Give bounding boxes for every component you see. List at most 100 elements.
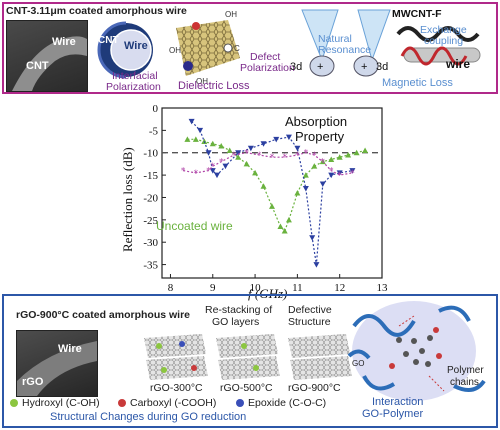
diagram-cnt-label: CNT (98, 35, 119, 46)
rgo-300-label: rGO-300°C (150, 382, 203, 394)
cnt-sem-image (6, 20, 88, 92)
defect-label: Defect (250, 51, 281, 63)
cnt-caption: CNT-3.11μm coated amorphous wire (6, 5, 187, 17)
oh-label-a: OH (225, 10, 237, 19)
data-point: * (211, 162, 216, 172)
chains-label: chains (450, 377, 479, 388)
sem-cnt-label: CNT (26, 60, 49, 72)
defective-label: Defective (288, 304, 332, 316)
y-tick-label: -30 (143, 237, 158, 249)
structural-changes-label: Structural Changes during GO reduction (50, 411, 247, 423)
sem-wire-shape (12, 36, 87, 91)
data-point: * (194, 169, 199, 179)
x-tick-label: 12 (334, 282, 345, 294)
y-tick-label: -10 (143, 148, 158, 160)
rgo-caption: rGO-900°C coated amorphous wire (16, 309, 190, 321)
data-point (252, 169, 259, 176)
data-point (209, 168, 216, 174)
wire-label: wire (446, 57, 471, 71)
data-point (209, 140, 216, 147)
stack-900 (288, 334, 352, 380)
exchange-label: Exchange (420, 24, 467, 36)
c-atom-label: C (234, 44, 240, 53)
x-tick-label: 8 (168, 282, 174, 294)
mwcnt-label: MWCNT-F (392, 8, 442, 20)
rgo-900-label: rGO-900°C (288, 382, 341, 394)
data-point (269, 203, 275, 209)
data-point (302, 186, 309, 192)
svg-text:+: + (361, 61, 367, 73)
y-tick-label: 0 (153, 103, 159, 115)
absorption-annotation: Absorption (285, 114, 348, 129)
x-tick-label: 13 (377, 282, 389, 294)
uncoated-series-label: Uncoated wire (156, 219, 233, 233)
data-point (205, 150, 212, 156)
oh-label-b: OH (169, 46, 181, 55)
data-point: * (244, 149, 249, 159)
chart-axes: 8 9 10 11 12 13 0 -5 -10 -15 -20 -25 -30 -35 (143, 103, 388, 294)
epoxide-dot-icon (236, 399, 244, 407)
y-tick-label: -35 (143, 260, 158, 272)
restacking-label: Re-stacking of (205, 304, 273, 316)
data-point: * (219, 158, 224, 168)
data-point (353, 149, 360, 156)
data-point (309, 235, 316, 241)
data-point: * (321, 158, 326, 168)
data-point: * (312, 151, 317, 161)
data-point (328, 156, 335, 162)
data-point: * (206, 167, 211, 177)
sem-rgo-label: rGO (22, 376, 44, 388)
data-point (349, 168, 356, 174)
carboxyl-label: Carboxyl (-COOH) (130, 397, 217, 409)
data-point (243, 160, 250, 167)
series-line-rgo (183, 152, 353, 176)
data-point (294, 190, 301, 196)
data-point: * (337, 171, 342, 181)
magnetic-loss-label: Magnetic Loss (382, 77, 453, 89)
rgo-sem-image (16, 330, 98, 397)
go-polymer-molecule-diagram (347, 301, 486, 401)
data-point (226, 147, 233, 153)
data-point: * (257, 151, 262, 161)
y-tick-label: -25 (143, 215, 158, 227)
series-cnt (188, 118, 356, 268)
resonance-label: Resonance (318, 44, 372, 56)
stack-300 (144, 334, 208, 380)
data-point (214, 172, 220, 179)
data-point: * (282, 153, 287, 163)
carboxyl-dot-icon (118, 399, 126, 407)
data-point: * (329, 167, 334, 177)
data-point (273, 136, 280, 143)
data-point: * (270, 153, 275, 163)
hydroxyl-dot-icon (10, 399, 18, 407)
defect-polarization-label: Polarization (240, 62, 295, 74)
svg-text:+: + (317, 61, 323, 73)
rgo-500-label: rGO-500°C (220, 382, 273, 394)
data-point (235, 154, 242, 160)
data-point (260, 183, 267, 189)
data-point (328, 172, 335, 179)
x-tick-label: 9 (210, 282, 216, 294)
x-tick-label: 11 (292, 282, 303, 294)
polymer-label: Polymer (447, 365, 484, 376)
chart-series: * * * * ** * * * * * * *** * * (181, 118, 369, 268)
mechanism-panel-cnt (2, 2, 498, 94)
data-point (260, 141, 267, 147)
restacking-label-2: GO layers (212, 316, 260, 328)
y-tick-label: -5 (149, 125, 159, 137)
data-point (336, 154, 343, 160)
data-point (222, 163, 229, 170)
data-point (188, 118, 195, 125)
data-point (319, 181, 326, 188)
3d-right-label: 3d (376, 61, 389, 73)
interfacial-label: Interfacial (112, 70, 158, 82)
y-axis-label: Reflection loss (dB) (120, 147, 135, 252)
series-rgo: * * * * ** * * * * * * *** * * (181, 149, 355, 181)
data-point (311, 163, 318, 169)
data-point: * (350, 169, 355, 179)
stack-500 (216, 334, 280, 380)
go-polymer-label: GO-Polymer (362, 408, 424, 420)
data-point: * (181, 167, 186, 177)
structure-label: Structure (288, 316, 331, 328)
coupling-label: coupling (424, 35, 464, 47)
